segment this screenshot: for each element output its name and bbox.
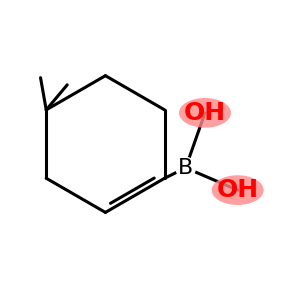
Ellipse shape — [212, 175, 264, 205]
Ellipse shape — [179, 98, 231, 128]
Text: OH: OH — [217, 178, 259, 202]
Text: B: B — [178, 158, 193, 178]
Ellipse shape — [175, 157, 196, 179]
Text: OH: OH — [184, 101, 226, 125]
